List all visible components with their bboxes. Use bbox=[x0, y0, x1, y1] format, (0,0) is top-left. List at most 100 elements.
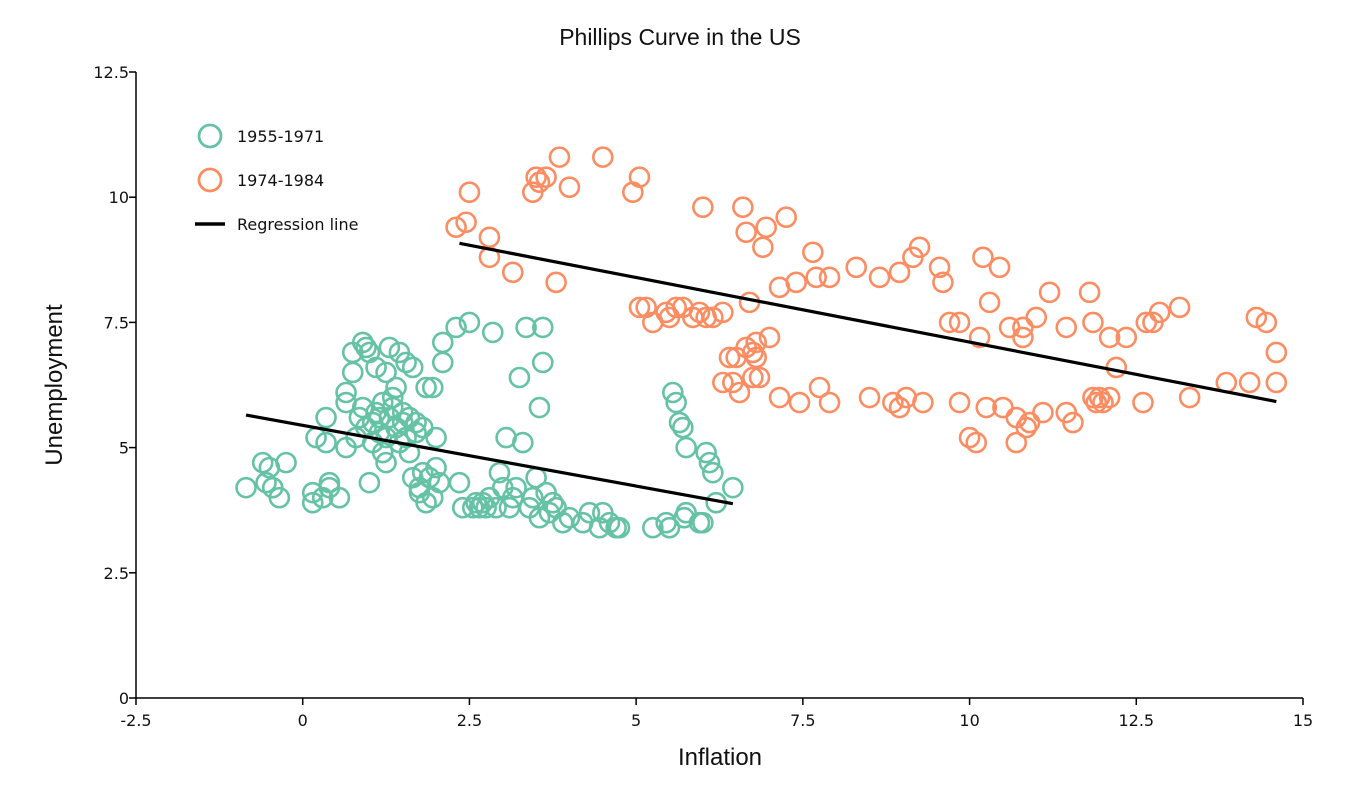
data-point bbox=[545, 271, 567, 294]
data-point bbox=[528, 171, 551, 193]
data-point bbox=[722, 476, 744, 499]
legend-item: Regression line bbox=[195, 215, 358, 234]
data-point bbox=[1032, 401, 1054, 424]
data-point bbox=[628, 296, 651, 319]
data-point bbox=[251, 451, 274, 474]
x-axis-label: Inflation bbox=[678, 744, 762, 771]
data-point bbox=[718, 346, 741, 369]
data-point bbox=[431, 331, 454, 354]
data-point bbox=[375, 451, 397, 474]
legend-marker bbox=[197, 123, 223, 149]
legend-marker bbox=[197, 167, 223, 193]
data-point bbox=[1098, 386, 1121, 409]
x-tick-label: 12.5 bbox=[1118, 711, 1154, 730]
data-point bbox=[461, 496, 484, 519]
data-point bbox=[672, 416, 694, 439]
data-point bbox=[1085, 391, 1108, 414]
data-point bbox=[458, 181, 481, 203]
data-point bbox=[235, 476, 257, 499]
data-point bbox=[752, 236, 774, 259]
data-point bbox=[355, 336, 377, 359]
data-point bbox=[541, 491, 564, 514]
data-point bbox=[702, 306, 724, 329]
data-point bbox=[755, 216, 777, 239]
y-tick-label: 0 bbox=[119, 689, 129, 708]
data-point bbox=[938, 311, 961, 334]
x-tick-label: 2.5 bbox=[457, 711, 482, 730]
data-point bbox=[1012, 326, 1034, 349]
data-point bbox=[465, 491, 487, 514]
data-point bbox=[628, 166, 651, 188]
data-point bbox=[315, 406, 337, 429]
y-axis-ticks: 0 2.5 5 7.5 10 12.5 bbox=[93, 63, 136, 708]
data-point bbox=[818, 266, 841, 289]
data-point bbox=[988, 256, 1011, 279]
data-point bbox=[972, 246, 994, 269]
data-point bbox=[1082, 311, 1104, 334]
legend: 1955-1971 1974-1984 Regression line bbox=[195, 123, 358, 234]
x-tick-label: -2.5 bbox=[120, 711, 151, 730]
data-point bbox=[591, 146, 614, 168]
data-point bbox=[745, 346, 767, 369]
data-point bbox=[275, 451, 297, 474]
data-point bbox=[365, 356, 387, 379]
legend-label: 1955-1971 bbox=[237, 127, 324, 146]
data-point bbox=[805, 266, 827, 289]
data-point bbox=[501, 261, 524, 284]
data-point bbox=[415, 376, 437, 399]
data-point bbox=[758, 326, 781, 349]
data-point bbox=[1238, 371, 1261, 394]
data-point bbox=[948, 391, 971, 414]
data-point bbox=[712, 301, 734, 324]
data-point bbox=[485, 496, 507, 519]
data-point bbox=[548, 146, 571, 168]
y-tick-label: 10 bbox=[109, 188, 129, 207]
data-point bbox=[1115, 326, 1138, 349]
plot-area bbox=[235, 146, 1288, 539]
data-point bbox=[975, 396, 998, 419]
data-point bbox=[381, 396, 404, 419]
data-point bbox=[1015, 416, 1038, 439]
data-point bbox=[912, 391, 934, 414]
data-point bbox=[745, 331, 767, 354]
data-point bbox=[1265, 371, 1288, 394]
data-point bbox=[385, 376, 407, 399]
data-point bbox=[398, 441, 421, 464]
data-point bbox=[401, 356, 424, 379]
data-point bbox=[578, 501, 601, 524]
y-tick-label: 12.5 bbox=[93, 63, 129, 82]
y-tick-label: 7.5 bbox=[104, 313, 129, 332]
data-point bbox=[255, 471, 277, 494]
data-point bbox=[381, 386, 404, 409]
data-point bbox=[405, 411, 427, 434]
data-point bbox=[378, 336, 401, 359]
data-point bbox=[1025, 306, 1048, 329]
data-point bbox=[478, 226, 501, 249]
data-point bbox=[688, 301, 711, 324]
y-tick-label: 5 bbox=[119, 439, 129, 458]
data-point bbox=[598, 511, 621, 534]
data-point bbox=[692, 511, 714, 534]
x-tick-label: 5 bbox=[631, 711, 641, 730]
data-point bbox=[531, 351, 554, 374]
data-point bbox=[1092, 391, 1114, 414]
data-point bbox=[702, 461, 724, 484]
data-point bbox=[675, 436, 697, 459]
data-point bbox=[525, 166, 547, 188]
data-point bbox=[928, 256, 951, 279]
data-point bbox=[1082, 386, 1104, 409]
data-point bbox=[742, 366, 764, 389]
data-point bbox=[535, 166, 557, 188]
data-point bbox=[445, 216, 467, 239]
data-point bbox=[788, 391, 811, 414]
data-point bbox=[268, 486, 291, 509]
data-point bbox=[301, 491, 324, 514]
data-point bbox=[692, 196, 714, 219]
data-point bbox=[1055, 316, 1078, 339]
data-point bbox=[1005, 431, 1028, 454]
data-point bbox=[1105, 356, 1128, 379]
data-point bbox=[1098, 326, 1121, 349]
data-point bbox=[521, 486, 544, 509]
data-point bbox=[1245, 306, 1268, 329]
